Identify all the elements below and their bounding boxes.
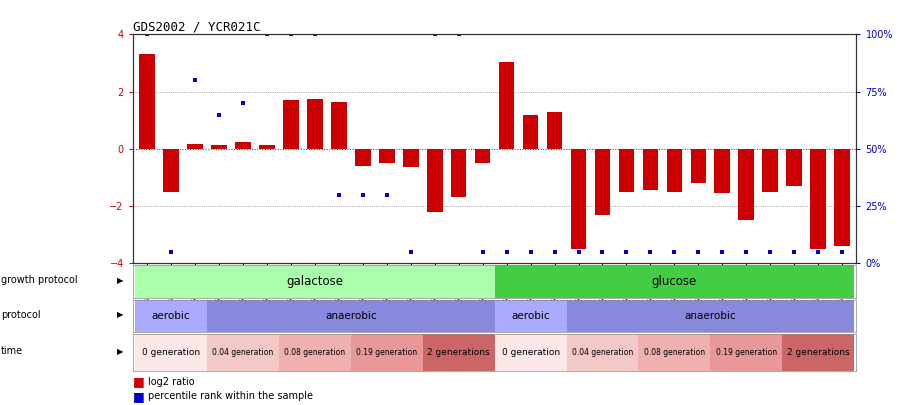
Bar <box>307 99 322 149</box>
Text: aerobic: aerobic <box>511 311 550 321</box>
Text: 2 generations: 2 generations <box>428 348 490 357</box>
Bar <box>738 149 754 220</box>
Text: anaerobic: anaerobic <box>325 311 376 321</box>
Bar <box>714 149 730 193</box>
Bar <box>786 149 802 186</box>
Text: galactose: galactose <box>287 275 344 288</box>
Bar <box>355 149 371 166</box>
Text: glucose: glucose <box>651 275 697 288</box>
Bar <box>331 102 346 149</box>
Bar <box>259 145 275 149</box>
Bar <box>283 100 299 149</box>
Bar <box>163 149 179 192</box>
Text: anaerobic: anaerobic <box>684 311 736 321</box>
Text: 0.04 generation: 0.04 generation <box>213 348 274 357</box>
Text: 0.08 generation: 0.08 generation <box>284 348 345 357</box>
Text: 0.08 generation: 0.08 generation <box>644 348 705 357</box>
Bar <box>643 149 659 190</box>
Bar <box>594 149 610 215</box>
Bar <box>547 112 562 149</box>
Bar <box>667 149 682 192</box>
Bar <box>523 115 539 149</box>
Bar <box>451 149 466 198</box>
Bar <box>474 149 490 163</box>
Text: percentile rank within the sample: percentile rank within the sample <box>148 391 313 401</box>
Bar <box>834 149 850 246</box>
Bar <box>571 149 586 249</box>
Bar <box>235 142 251 149</box>
Text: 0.04 generation: 0.04 generation <box>572 348 633 357</box>
Text: protocol: protocol <box>1 310 40 320</box>
Text: 0.19 generation: 0.19 generation <box>715 348 777 357</box>
Text: growth protocol: growth protocol <box>1 275 78 286</box>
Text: aerobic: aerobic <box>152 311 191 321</box>
Bar <box>618 149 634 192</box>
Bar <box>499 62 515 149</box>
Bar <box>212 145 227 149</box>
Text: 0 generation: 0 generation <box>142 348 201 357</box>
Text: 0.19 generation: 0.19 generation <box>356 348 418 357</box>
Text: ■: ■ <box>133 375 145 388</box>
Bar <box>139 54 155 149</box>
Text: 2 generations: 2 generations <box>787 348 849 357</box>
Text: log2 ratio: log2 ratio <box>148 377 195 387</box>
Text: ■: ■ <box>133 390 145 403</box>
Text: ▶: ▶ <box>117 276 124 285</box>
Text: GDS2002 / YCR021C: GDS2002 / YCR021C <box>133 20 260 33</box>
Text: ▶: ▶ <box>117 347 124 356</box>
Bar <box>379 149 395 163</box>
Bar <box>403 149 419 167</box>
Bar <box>188 144 203 149</box>
Text: time: time <box>1 346 23 356</box>
Bar <box>762 149 778 192</box>
Bar <box>691 149 706 183</box>
Bar <box>811 149 826 249</box>
Text: 0 generation: 0 generation <box>502 348 560 357</box>
Text: ▶: ▶ <box>117 310 124 320</box>
Bar <box>427 149 442 212</box>
